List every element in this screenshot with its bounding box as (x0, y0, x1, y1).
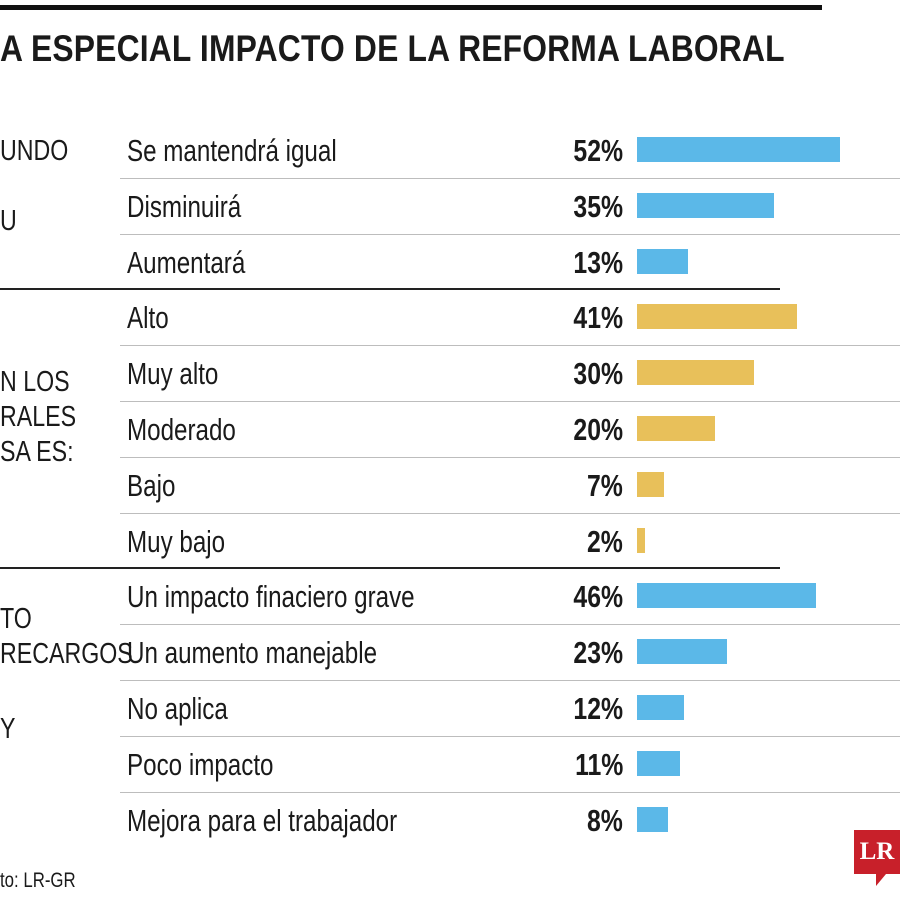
source-note: to: LR-GR (0, 869, 76, 892)
bar-row: Muy bajo 2% (0, 513, 900, 569)
value-label: 46% (573, 579, 623, 615)
category-label: Un impacto finaciero grave (127, 579, 415, 615)
bar-row: Se mantendrá igual 52% (0, 122, 900, 178)
bar (637, 192, 774, 218)
row-divider (120, 512, 900, 514)
bar (637, 137, 840, 162)
bar-row: Un impacto finaciero grave 46% (0, 568, 900, 624)
group3-label-line3: Y (0, 713, 16, 745)
category-label: Muy alto (127, 356, 219, 392)
value-label: 20% (573, 412, 623, 447)
bar-row: Disminuirá 35% (0, 178, 900, 234)
bar-row: Muy alto 30% (0, 345, 900, 401)
bar-row: No aplica 12% (0, 680, 900, 736)
category-label: Muy bajo (127, 523, 226, 559)
logo-tail (876, 874, 886, 886)
value-label: 11% (574, 746, 623, 782)
category-label: Aumentará (127, 244, 246, 280)
row-divider (120, 456, 900, 458)
row-divider (120, 233, 900, 235)
bar (637, 360, 754, 386)
value-label: 35% (573, 188, 623, 224)
bar-row: Moderado 20% (0, 401, 900, 457)
group1-label-line1: UNDO (0, 135, 69, 167)
bar (637, 248, 688, 274)
value-label: 7% (587, 467, 623, 503)
value-label: 23% (573, 635, 623, 671)
bar (637, 695, 684, 720)
category-label: No aplica (127, 691, 228, 726)
row-divider (120, 177, 900, 179)
value-label: 12% (573, 691, 623, 726)
bar-row: Bajo 7% (0, 457, 900, 513)
bar (637, 527, 645, 553)
category-label: Un aumento manejable (127, 635, 378, 671)
value-label: 30% (573, 356, 623, 392)
category-label: Alto (127, 300, 169, 336)
row-divider (120, 735, 900, 737)
category-label: Bajo (127, 467, 176, 503)
bar (637, 304, 797, 330)
category-label: Se mantendrá igual (127, 133, 337, 168)
group2-label-line2: RALES (0, 401, 77, 433)
lr-logo: LR (854, 830, 900, 874)
group3-label-line1: TO (0, 603, 32, 635)
value-label: 41% (573, 300, 623, 336)
bar-row: Aumentará 13% (0, 234, 900, 290)
row-divider (120, 345, 900, 347)
group-divider (0, 288, 780, 291)
value-label: 13% (573, 244, 623, 280)
value-label: 8% (587, 802, 623, 838)
group2-label-line3: SA ES: (0, 436, 74, 468)
category-label: Moderado (127, 412, 236, 447)
row-divider (120, 680, 900, 681)
bar-row: Poco impacto 11% (0, 736, 900, 792)
value-label: 2% (587, 523, 623, 559)
group3-label-line2: RECARGOS (0, 638, 133, 670)
bar (637, 416, 715, 441)
chart-title: A ESPECIAL IMPACTO DE LA REFORMA LABORAL (0, 28, 785, 69)
bar (637, 639, 727, 665)
bar (637, 806, 669, 832)
row-divider (120, 791, 900, 793)
group1-label-line2: U (0, 205, 17, 237)
bar (637, 471, 665, 497)
bar (637, 583, 817, 609)
category-label: Disminuirá (127, 188, 242, 224)
group-divider (0, 567, 780, 570)
bar-row: Un aumento manejable 23% (0, 624, 900, 680)
bar (637, 750, 680, 776)
category-label: Mejora para el trabajador (127, 802, 398, 838)
value-label: 52% (573, 133, 623, 168)
group2-label-line1: N LOS (0, 366, 70, 398)
top-rule (0, 5, 822, 10)
row-divider (120, 624, 900, 626)
category-label: Poco impacto (127, 746, 274, 782)
bar-row: Mejora para el trabajador 8% (0, 792, 900, 848)
bar-row: Alto 41% (0, 289, 900, 345)
row-divider (120, 401, 900, 402)
